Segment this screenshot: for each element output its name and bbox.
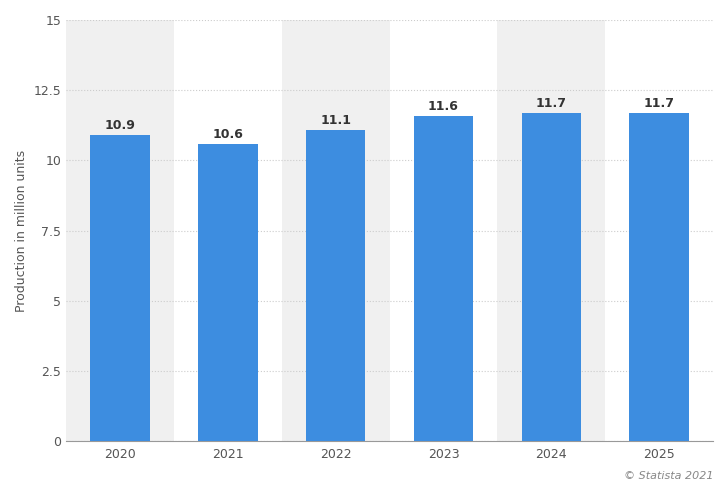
Text: 11.1: 11.1 <box>320 114 351 127</box>
Text: 11.7: 11.7 <box>536 97 567 110</box>
Text: 10.6: 10.6 <box>213 128 243 141</box>
Bar <box>630 113 689 441</box>
Bar <box>605 20 713 441</box>
Text: 11.7: 11.7 <box>644 97 675 110</box>
Text: © Statista 2021: © Statista 2021 <box>624 471 713 481</box>
Bar <box>66 20 174 441</box>
Bar <box>90 135 150 441</box>
Text: 10.9: 10.9 <box>105 119 135 133</box>
Bar <box>306 130 365 441</box>
Bar <box>414 115 473 441</box>
Bar <box>389 20 497 441</box>
Bar <box>522 113 581 441</box>
Bar <box>497 20 605 441</box>
Y-axis label: Production in million units: Production in million units <box>15 150 28 312</box>
Bar <box>282 20 389 441</box>
Bar <box>174 20 282 441</box>
Text: 11.6: 11.6 <box>428 100 459 113</box>
Bar <box>198 143 258 441</box>
